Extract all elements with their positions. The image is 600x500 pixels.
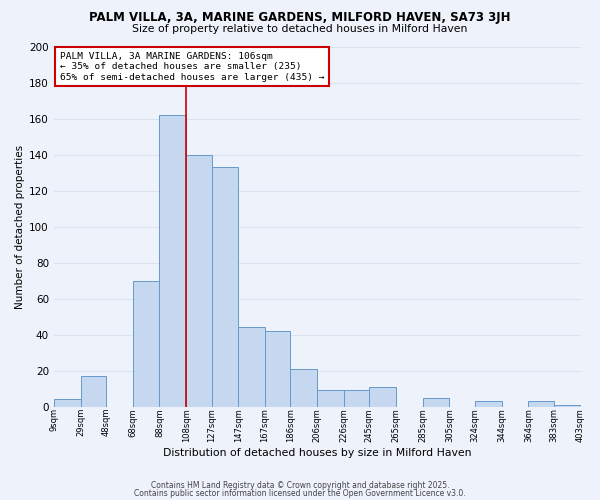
Bar — [186, 154, 212, 406]
Text: PALM VILLA, 3A MARINE GARDENS: 106sqm
← 35% of detached houses are smaller (235): PALM VILLA, 3A MARINE GARDENS: 106sqm ← … — [60, 52, 325, 82]
Bar — [423, 398, 449, 406]
Bar — [344, 390, 369, 406]
Bar — [529, 401, 554, 406]
Text: Size of property relative to detached houses in Milford Haven: Size of property relative to detached ho… — [133, 24, 467, 34]
Text: Contains HM Land Registry data © Crown copyright and database right 2025.: Contains HM Land Registry data © Crown c… — [151, 481, 449, 490]
Bar — [212, 167, 238, 406]
Bar — [554, 405, 581, 406]
Bar — [80, 376, 106, 406]
X-axis label: Distribution of detached houses by size in Milford Haven: Distribution of detached houses by size … — [163, 448, 472, 458]
Bar — [160, 115, 186, 406]
Bar — [369, 387, 396, 406]
Y-axis label: Number of detached properties: Number of detached properties — [15, 144, 25, 308]
Bar — [265, 331, 290, 406]
Bar — [475, 401, 502, 406]
Bar — [317, 390, 344, 406]
Bar — [290, 368, 317, 406]
Bar — [238, 328, 265, 406]
Bar — [133, 280, 160, 406]
Text: PALM VILLA, 3A, MARINE GARDENS, MILFORD HAVEN, SA73 3JH: PALM VILLA, 3A, MARINE GARDENS, MILFORD … — [89, 11, 511, 24]
Bar — [54, 400, 80, 406]
Text: Contains public sector information licensed under the Open Government Licence v3: Contains public sector information licen… — [134, 489, 466, 498]
